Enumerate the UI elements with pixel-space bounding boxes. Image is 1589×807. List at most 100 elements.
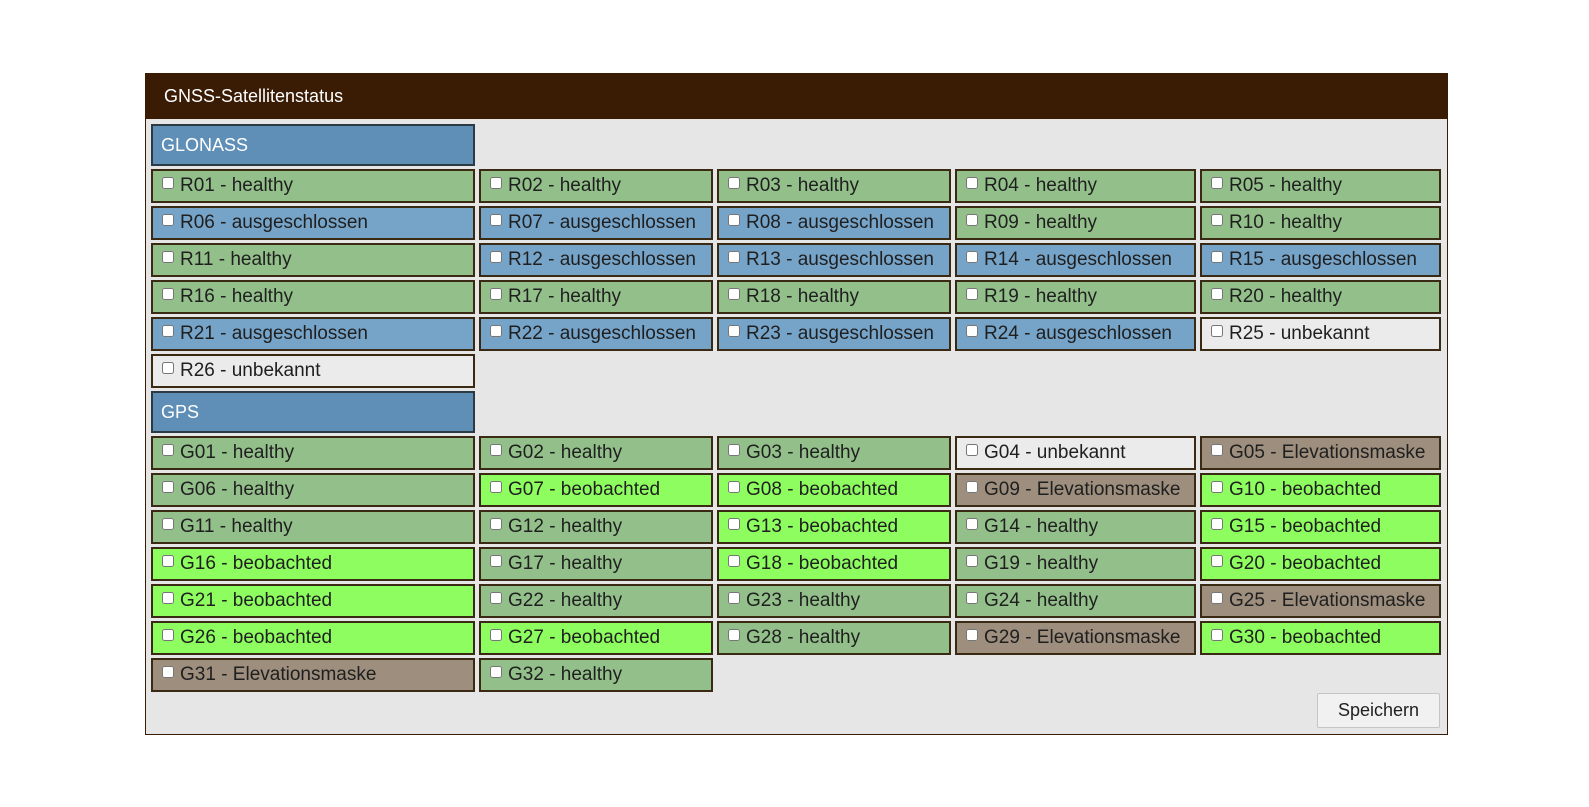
satellite-checkbox[interactable] [728,214,740,226]
satellite-tile[interactable]: R15 - ausgeschlossen [1200,243,1441,277]
satellite-checkbox[interactable] [728,444,740,456]
satellite-checkbox[interactable] [490,288,502,300]
satellite-checkbox[interactable] [1211,251,1223,263]
satellite-tile[interactable]: G30 - beobachted [1200,621,1441,655]
satellite-checkbox[interactable] [162,362,174,374]
satellite-tile[interactable]: G31 - Elevationsmaske [151,658,475,692]
satellite-tile[interactable]: G29 - Elevationsmaske [955,621,1196,655]
satellite-checkbox[interactable] [966,518,978,530]
satellite-tile[interactable]: R06 - ausgeschlossen [151,206,475,240]
satellite-tile[interactable]: G17 - healthy [479,547,713,581]
satellite-tile[interactable]: R21 - ausgeschlossen [151,317,475,351]
satellite-tile[interactable]: R24 - ausgeschlossen [955,317,1196,351]
satellite-tile[interactable]: R16 - healthy [151,280,475,314]
satellite-tile[interactable]: G15 - beobachted [1200,510,1441,544]
satellite-tile[interactable]: R04 - healthy [955,169,1196,203]
satellite-checkbox[interactable] [162,288,174,300]
satellite-tile[interactable]: R25 - unbekannt [1200,317,1441,351]
satellite-checkbox[interactable] [966,444,978,456]
satellite-checkbox[interactable] [162,481,174,493]
satellite-tile[interactable]: R10 - healthy [1200,206,1441,240]
satellite-checkbox[interactable] [966,214,978,226]
satellite-checkbox[interactable] [966,629,978,641]
satellite-tile[interactable]: G22 - healthy [479,584,713,618]
satellite-tile[interactable]: R05 - healthy [1200,169,1441,203]
satellite-checkbox[interactable] [490,555,502,567]
satellite-checkbox[interactable] [1211,518,1223,530]
satellite-checkbox[interactable] [728,629,740,641]
satellite-tile[interactable]: R26 - unbekannt [151,354,475,388]
satellite-tile[interactable]: R20 - healthy [1200,280,1441,314]
satellite-checkbox[interactable] [490,177,502,189]
satellite-checkbox[interactable] [728,325,740,337]
satellite-tile[interactable]: R14 - ausgeschlossen [955,243,1196,277]
satellite-checkbox[interactable] [1211,288,1223,300]
satellite-tile[interactable]: G13 - beobachted [717,510,951,544]
satellite-checkbox[interactable] [1211,629,1223,641]
satellite-checkbox[interactable] [966,325,978,337]
satellite-tile[interactable]: G19 - healthy [955,547,1196,581]
satellite-tile[interactable]: G08 - beobachted [717,473,951,507]
satellite-tile[interactable]: R12 - ausgeschlossen [479,243,713,277]
satellite-checkbox[interactable] [490,444,502,456]
satellite-tile[interactable]: G27 - beobachted [479,621,713,655]
satellite-checkbox[interactable] [1211,177,1223,189]
satellite-tile[interactable]: G03 - healthy [717,436,951,470]
satellite-tile[interactable]: R19 - healthy [955,280,1196,314]
satellite-tile[interactable]: G02 - healthy [479,436,713,470]
satellite-checkbox[interactable] [490,666,502,678]
satellite-checkbox[interactable] [1211,444,1223,456]
satellite-checkbox[interactable] [490,325,502,337]
satellite-checkbox[interactable] [162,325,174,337]
satellite-checkbox[interactable] [728,288,740,300]
satellite-tile[interactable]: R02 - healthy [479,169,713,203]
satellite-checkbox[interactable] [728,481,740,493]
satellite-checkbox[interactable] [728,251,740,263]
satellite-tile[interactable]: G25 - Elevationsmaske [1200,584,1441,618]
satellite-tile[interactable]: G28 - healthy [717,621,951,655]
satellite-checkbox[interactable] [490,629,502,641]
satellite-checkbox[interactable] [966,592,978,604]
satellite-tile[interactable]: G24 - healthy [955,584,1196,618]
satellite-tile[interactable]: G01 - healthy [151,436,475,470]
satellite-checkbox[interactable] [728,555,740,567]
satellite-tile[interactable]: R23 - ausgeschlossen [717,317,951,351]
satellite-checkbox[interactable] [966,481,978,493]
satellite-tile[interactable]: G16 - beobachted [151,547,475,581]
satellite-tile[interactable]: R01 - healthy [151,169,475,203]
satellite-tile[interactable]: G07 - beobachted [479,473,713,507]
satellite-checkbox[interactable] [162,177,174,189]
satellite-tile[interactable]: R08 - ausgeschlossen [717,206,951,240]
satellite-tile[interactable]: R18 - healthy [717,280,951,314]
satellite-tile[interactable]: G04 - unbekannt [955,436,1196,470]
satellite-tile[interactable]: R03 - healthy [717,169,951,203]
satellite-checkbox[interactable] [728,177,740,189]
satellite-checkbox[interactable] [162,444,174,456]
satellite-checkbox[interactable] [162,518,174,530]
satellite-checkbox[interactable] [162,555,174,567]
satellite-checkbox[interactable] [1211,481,1223,493]
satellite-checkbox[interactable] [162,251,174,263]
satellite-tile[interactable]: G12 - healthy [479,510,713,544]
satellite-tile[interactable]: G14 - healthy [955,510,1196,544]
satellite-checkbox[interactable] [490,251,502,263]
satellite-checkbox[interactable] [728,518,740,530]
satellite-checkbox[interactable] [728,592,740,604]
satellite-tile[interactable]: G05 - Elevationsmaske [1200,436,1441,470]
satellite-checkbox[interactable] [1211,214,1223,226]
satellite-checkbox[interactable] [966,555,978,567]
satellite-tile[interactable]: R07 - ausgeschlossen [479,206,713,240]
satellite-tile[interactable]: R11 - healthy [151,243,475,277]
satellite-tile[interactable]: G20 - beobachted [1200,547,1441,581]
satellite-tile[interactable]: G10 - beobachted [1200,473,1441,507]
satellite-checkbox[interactable] [1211,592,1223,604]
satellite-checkbox[interactable] [966,288,978,300]
satellite-tile[interactable]: G09 - Elevationsmaske [955,473,1196,507]
satellite-checkbox[interactable] [162,214,174,226]
save-button[interactable]: Speichern [1317,693,1440,728]
satellite-checkbox[interactable] [162,629,174,641]
satellite-checkbox[interactable] [490,214,502,226]
satellite-tile[interactable]: R13 - ausgeschlossen [717,243,951,277]
satellite-checkbox[interactable] [1211,555,1223,567]
satellite-checkbox[interactable] [490,481,502,493]
